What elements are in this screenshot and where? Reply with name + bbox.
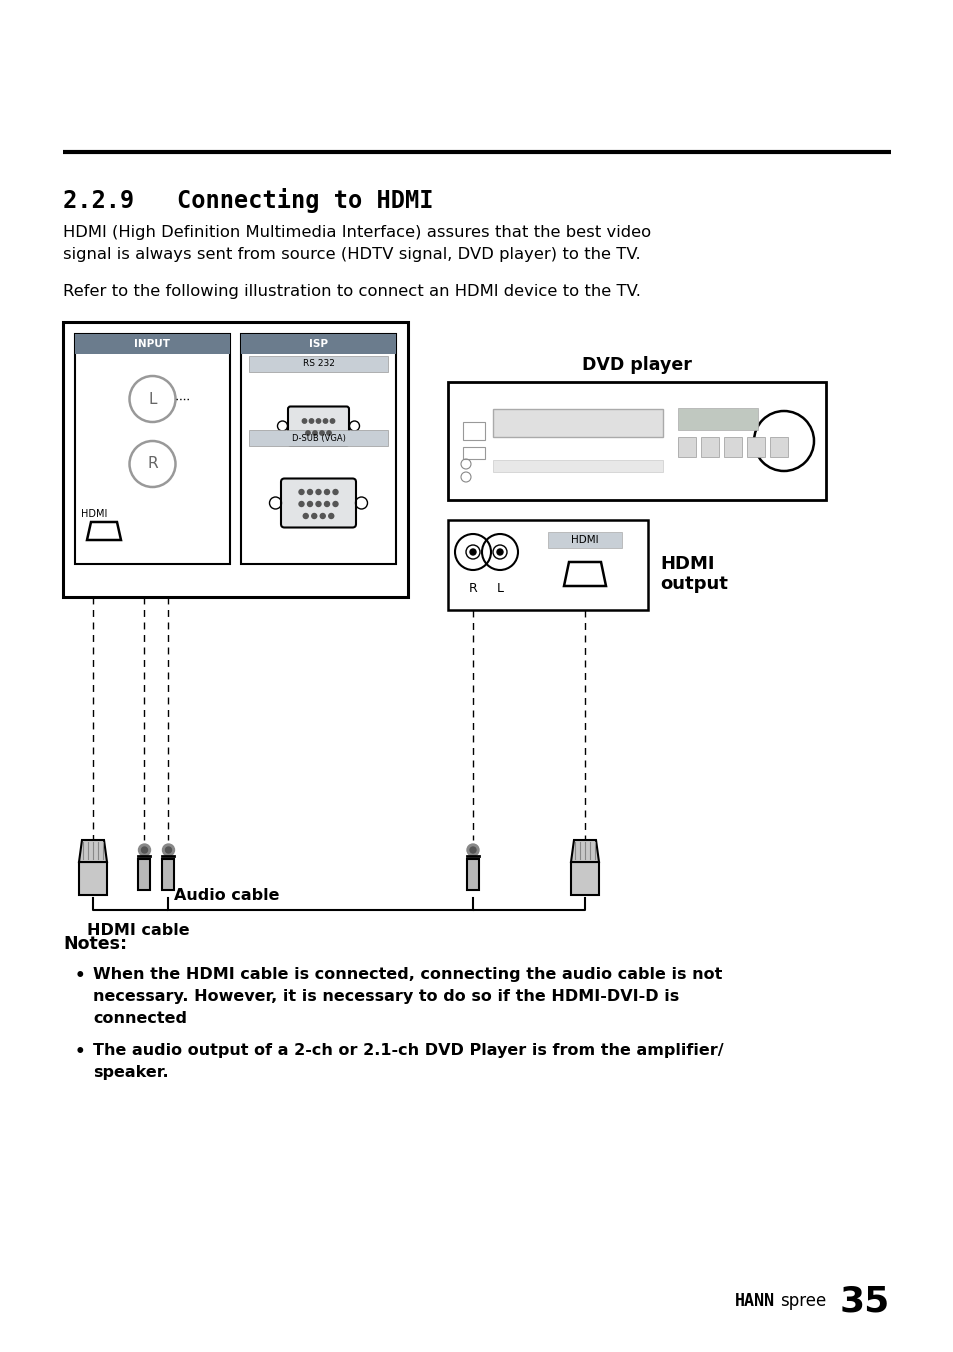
Text: R: R (147, 457, 157, 472)
Circle shape (315, 489, 320, 495)
Bar (746, 437, 764, 457)
Circle shape (298, 502, 304, 507)
Text: Notes:: Notes: (63, 936, 127, 953)
Circle shape (165, 846, 172, 853)
Text: •: • (75, 1042, 86, 1061)
Text: output: output (659, 575, 727, 594)
Circle shape (467, 844, 478, 856)
Text: ISP: ISP (309, 339, 328, 349)
Circle shape (312, 514, 316, 519)
Circle shape (313, 431, 316, 435)
FancyBboxPatch shape (281, 479, 355, 527)
Text: spree: spree (780, 1293, 825, 1310)
Circle shape (138, 844, 151, 856)
Polygon shape (571, 840, 598, 863)
Text: RS 232: RS 232 (302, 360, 335, 369)
Circle shape (316, 419, 320, 423)
Text: D-SUB (VGA): D-SUB (VGA) (292, 434, 345, 442)
Text: Audio cable: Audio cable (174, 888, 280, 903)
Bar (678, 408, 758, 430)
Text: necessary. However, it is necessary to do so if the HDMI-DVI-D is: necessary. However, it is necessary to d… (92, 990, 679, 1005)
Circle shape (162, 844, 174, 856)
Bar (462, 448, 484, 458)
Text: Refer to the following illustration to connect an HDMI device to the TV.: Refer to the following illustration to c… (63, 284, 640, 299)
Circle shape (333, 502, 337, 507)
Bar (448, 521, 647, 610)
Circle shape (319, 431, 324, 435)
Bar (75, 334, 230, 354)
Text: HDMI: HDMI (571, 535, 598, 545)
Text: speaker.: speaker. (92, 1065, 169, 1080)
Circle shape (303, 514, 308, 519)
Bar (769, 437, 787, 457)
Circle shape (327, 431, 331, 435)
Circle shape (307, 489, 313, 495)
Bar (79, 863, 107, 895)
Circle shape (141, 846, 148, 853)
Text: HANN: HANN (734, 1293, 774, 1310)
Circle shape (470, 549, 476, 556)
Text: signal is always sent from source (HDTV signal, DVD player) to the TV.: signal is always sent from source (HDTV … (63, 247, 640, 262)
Bar (467, 859, 478, 890)
Text: 35: 35 (840, 1284, 889, 1318)
Bar (448, 383, 825, 500)
Bar (162, 859, 174, 890)
Bar (493, 460, 662, 472)
Circle shape (470, 846, 476, 853)
Circle shape (324, 502, 329, 507)
Bar (678, 437, 696, 457)
Circle shape (329, 514, 334, 519)
Circle shape (315, 502, 320, 507)
Text: •: • (75, 967, 86, 986)
Text: When the HDMI cable is connected, connecting the audio cable is not: When the HDMI cable is connected, connec… (92, 967, 721, 982)
Circle shape (302, 419, 306, 423)
Text: HDMI: HDMI (81, 508, 108, 519)
Circle shape (298, 489, 304, 495)
FancyBboxPatch shape (288, 407, 349, 446)
Bar (249, 430, 388, 446)
Bar (241, 334, 395, 354)
Circle shape (309, 419, 314, 423)
Bar (723, 437, 741, 457)
Text: The audio output of a 2-ch or 2.1-ch DVD Player is from the amplifier/: The audio output of a 2-ch or 2.1-ch DVD… (92, 1042, 723, 1059)
Circle shape (306, 431, 310, 435)
Bar (249, 356, 388, 372)
Text: HDMI: HDMI (659, 556, 714, 573)
Bar (547, 531, 621, 548)
Bar (571, 863, 598, 895)
Circle shape (333, 489, 337, 495)
Bar (700, 437, 719, 457)
Text: HDMI (High Definition Multimedia Interface) assures that the best video: HDMI (High Definition Multimedia Interfa… (63, 224, 651, 241)
Bar (63, 322, 408, 598)
Text: connected: connected (92, 1011, 187, 1026)
Bar (241, 334, 395, 564)
Text: DVD player: DVD player (581, 356, 691, 375)
Circle shape (497, 549, 502, 556)
Bar (462, 422, 484, 439)
Circle shape (307, 502, 313, 507)
Circle shape (324, 489, 329, 495)
Text: R: R (468, 581, 476, 595)
Bar (75, 334, 230, 564)
Circle shape (323, 419, 328, 423)
Bar (493, 410, 662, 437)
Text: L: L (496, 581, 503, 595)
Polygon shape (79, 840, 107, 863)
Circle shape (320, 514, 325, 519)
Bar (138, 859, 151, 890)
Text: 2.2.9   Connecting to HDMI: 2.2.9 Connecting to HDMI (63, 188, 433, 214)
Circle shape (330, 419, 335, 423)
Text: HDMI cable: HDMI cable (87, 923, 190, 938)
Text: L: L (148, 392, 156, 407)
Text: INPUT: INPUT (134, 339, 171, 349)
